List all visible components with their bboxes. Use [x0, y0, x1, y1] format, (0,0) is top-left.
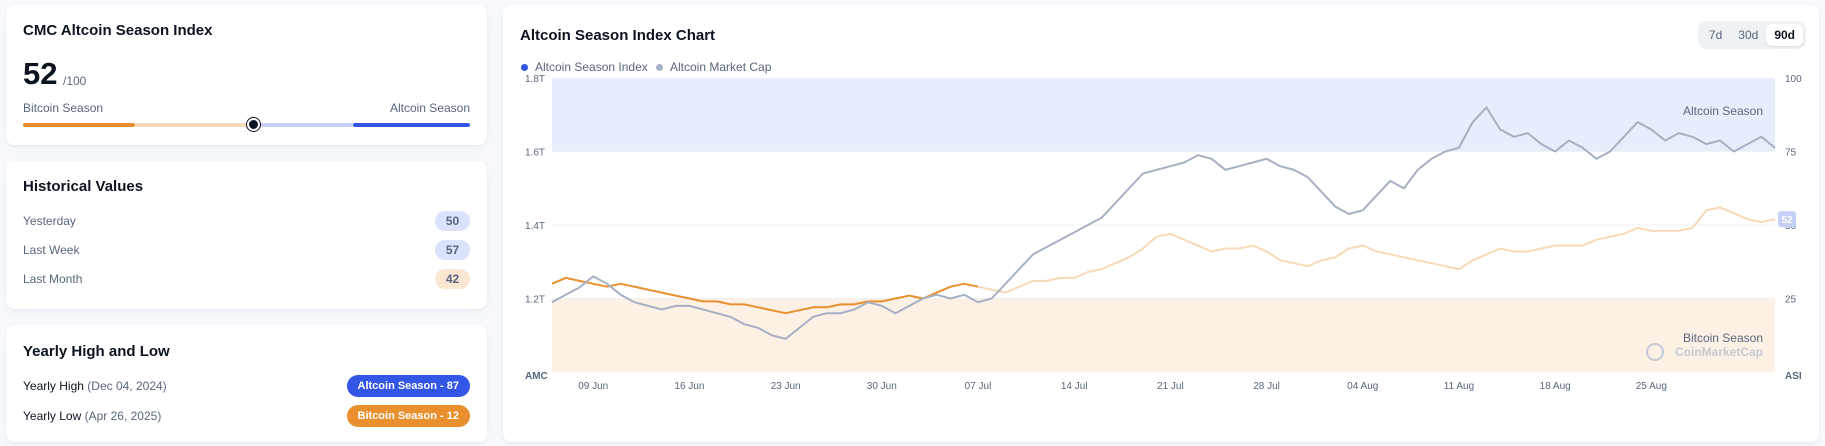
altcoin-season-chart-card: Altcoin Season Index Chart Altcoin Seaso… [503, 5, 1819, 442]
yearly-high-label: Yearly High [23, 379, 84, 393]
yearly-high-low-card: Yearly High and Low Yearly High (Dec 04,… [6, 325, 487, 442]
left-axis-name: AMC [525, 371, 548, 382]
right-axis-tick: 25 [1785, 295, 1797, 306]
altcoin-season-zone [552, 78, 1775, 152]
x-axis-tick: 09 Jun [578, 381, 608, 392]
altcoin-season-label: Altcoin Season [389, 101, 470, 115]
right-axis-name: ASI [1785, 371, 1802, 382]
altcoin-season-zone-label: Altcoin Season [1683, 104, 1763, 118]
timeframe-90d-button[interactable]: 90d [1766, 24, 1803, 46]
yearly-low-badge: Bitcoin Season - 12 [346, 405, 470, 427]
yearly-high-label-group: Yearly High (Dec 04, 2024) [23, 379, 167, 393]
right-axis-tick: 100 [1785, 74, 1802, 85]
historical-value-badge: 50 [435, 211, 470, 231]
historical-row-yesterday: Yesterday 50 [23, 211, 470, 231]
market-cap-line [551, 106, 1776, 340]
chart-title: Altcoin Season Index Chart [520, 27, 716, 44]
index-card-title: CMC Altcoin Season Index [23, 22, 213, 39]
left-axis-tick: 1.6T [525, 148, 545, 159]
index-line-segment-bitcoin [551, 276, 979, 315]
legend-dot-icon [656, 63, 663, 71]
yearly-high-row: Yearly High (Dec 04, 2024) Altcoin Seaso… [23, 375, 470, 397]
timeframe-30d-button[interactable]: 30d [1738, 28, 1759, 42]
yearly-high-date: (Dec 04, 2024) [87, 379, 167, 393]
legend-dot-icon [521, 63, 528, 71]
index-line-segment-neutral [977, 206, 1776, 294]
yearly-title: Yearly High and Low [23, 343, 170, 360]
x-axis-tick: 11 Aug [1444, 381, 1474, 392]
yearly-low-label: Yearly Low [23, 409, 82, 423]
x-axis-tick: 30 Jun [867, 381, 897, 392]
coinmarketcap-logo-icon [1646, 343, 1664, 361]
timeframe-selector: 7d 30d 90d [1697, 21, 1806, 49]
historical-title: Historical Values [23, 178, 144, 195]
historical-value-badge: 42 [435, 269, 470, 289]
x-axis-tick: 18 Aug [1540, 381, 1571, 392]
historical-label: Last Week [23, 243, 80, 257]
timeframe-7d-button[interactable]: 7d [1708, 28, 1723, 42]
index-denominator: /100 [63, 74, 87, 88]
yearly-low-label-group: Yearly Low (Apr 26, 2025) [23, 409, 161, 423]
x-axis-tick: 25 Aug [1636, 381, 1667, 392]
legend-item-index[interactable]: Altcoin Season Index [521, 60, 648, 74]
yearly-low-row: Yearly Low (Apr 26, 2025) Bitcoin Season… [23, 405, 470, 427]
bitcoin-neutral-bar [135, 123, 253, 127]
current-value-label: 52 [1781, 215, 1793, 226]
altcoin-season-index-card: CMC Altcoin Season Index 52 /100 Bitcoin… [6, 5, 487, 145]
historical-label: Yesterday [23, 214, 76, 228]
current-value-badge [1778, 211, 1796, 228]
bitcoin-season-label: Bitcoin Season [23, 101, 104, 115]
bitcoin-zone-bar [23, 123, 135, 127]
x-axis-tick: 04 Aug [1347, 381, 1378, 392]
x-axis-tick: 23 Jun [771, 381, 801, 392]
legend-label: Altcoin Season Index [535, 60, 648, 74]
x-axis-tick: 28 Jul [1253, 381, 1280, 392]
x-axis-tick: 16 Jun [674, 381, 704, 392]
historical-row-last-month: Last Month 42 [23, 269, 470, 289]
coinmarketcap-watermark: CoinMarketCap [1675, 345, 1763, 359]
bitcoin-season-zone [552, 298, 1775, 372]
yearly-high-badge: Altcoin Season - 87 [346, 375, 470, 397]
historical-value-badge: 57 [435, 240, 470, 260]
altcoin-neutral-bar [253, 123, 353, 127]
index-indicator-knob [247, 118, 261, 131]
bitcoin-season-zone-label: Bitcoin Season [1683, 331, 1763, 345]
yearly-low-date: (Apr 26, 2025) [84, 409, 162, 423]
right-axis-tick: 75 [1785, 148, 1797, 159]
x-axis-tick: 07 Jul [965, 381, 992, 392]
altcoin-season-chart[interactable]: 1.2T1.4T1.6T1.8T255075100AMCASI09 Jun16 … [503, 5, 1819, 442]
left-axis-tick: 1.4T [525, 221, 545, 232]
legend-item-market-cap[interactable]: Altcoin Market Cap [656, 60, 771, 74]
x-axis-tick: 21 Jul [1157, 381, 1184, 392]
historical-label: Last Month [23, 272, 83, 286]
left-axis-tick: 1.2T [525, 295, 545, 306]
legend-label: Altcoin Market Cap [670, 60, 772, 74]
historical-row-last-week: Last Week 57 [23, 240, 470, 260]
altcoin-zone-bar [353, 123, 470, 127]
left-axis-tick: 1.8T [525, 74, 545, 85]
x-axis-tick: 14 Jul [1061, 381, 1088, 392]
historical-values-card: Historical Values Yesterday 50 Last Week… [6, 161, 487, 309]
index-value: 52 [23, 56, 58, 91]
